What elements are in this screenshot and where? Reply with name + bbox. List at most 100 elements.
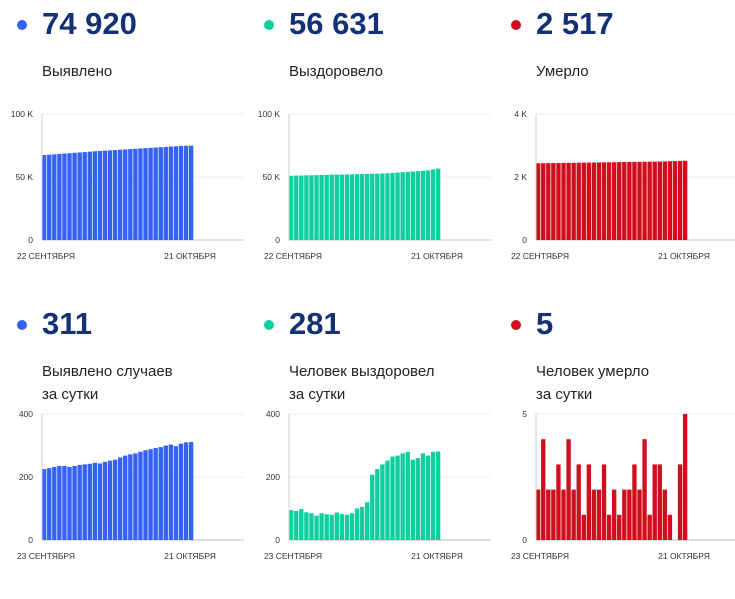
bar bbox=[375, 469, 380, 540]
legend-dot bbox=[511, 20, 521, 30]
stat-panel: 74 920 Выявлено 0 50 K 100 K 22 СЕНТЯБРЯ 21 ОК… bbox=[0, 0, 245, 299]
legend-dot bbox=[264, 320, 274, 330]
bar bbox=[652, 464, 657, 540]
bar bbox=[77, 152, 82, 240]
bar bbox=[637, 161, 642, 240]
y-tick-label: 100 K bbox=[258, 109, 281, 119]
bar bbox=[72, 465, 77, 540]
bar bbox=[82, 152, 87, 240]
stat-panel: 56 631 Выздоровело 0 50 K 100 K 22 СЕНТЯБРЯ 21… bbox=[247, 0, 492, 299]
bar bbox=[97, 150, 103, 240]
stat-panel: 2 517 Умерло 0 2 K 4 K 22 СЕНТЯБРЯ 21 ОКТЯБРЯ bbox=[494, 0, 735, 299]
bar bbox=[571, 489, 576, 540]
bar bbox=[581, 514, 586, 540]
stat-label: Выявлено bbox=[42, 63, 113, 80]
bar bbox=[294, 511, 299, 540]
y-tick-label: 4 K bbox=[514, 109, 527, 119]
bar bbox=[591, 162, 597, 240]
bar bbox=[415, 458, 421, 540]
stat-label-line2: за сутки bbox=[42, 386, 99, 403]
bar bbox=[57, 465, 62, 540]
bar bbox=[309, 175, 314, 240]
bar bbox=[102, 461, 108, 540]
bar bbox=[72, 152, 77, 240]
bar bbox=[294, 175, 299, 240]
bar bbox=[556, 162, 561, 240]
x-tick-label-first: 23 СЕНТЯБРЯ bbox=[17, 551, 75, 561]
stat-label-line2: за сутки bbox=[289, 386, 346, 403]
y-tick-label: 100 K bbox=[11, 109, 34, 119]
x-tick-label-last: 21 ОКТЯБРЯ bbox=[164, 551, 216, 561]
bar bbox=[314, 175, 319, 240]
stat-value: 5 bbox=[536, 306, 554, 341]
stat-label: Человек выздоровел bbox=[289, 363, 435, 380]
x-tick-label-last: 21 ОКТЯБРЯ bbox=[658, 251, 710, 261]
bar bbox=[319, 513, 324, 540]
bar bbox=[566, 439, 571, 540]
bar bbox=[168, 146, 174, 240]
stat-label: Выявлено случаев bbox=[42, 363, 173, 380]
bar bbox=[87, 151, 92, 240]
bar bbox=[178, 146, 184, 240]
bar bbox=[642, 439, 647, 540]
bar bbox=[153, 448, 158, 540]
bar bbox=[395, 172, 400, 240]
bar bbox=[546, 489, 551, 540]
bar bbox=[365, 502, 370, 540]
bar bbox=[637, 489, 642, 540]
x-tick-label-first: 22 СЕНТЯБРЯ bbox=[264, 251, 322, 261]
bar bbox=[92, 462, 98, 540]
bar bbox=[586, 464, 592, 540]
bar bbox=[662, 161, 668, 240]
bar bbox=[627, 489, 632, 540]
bar bbox=[657, 464, 662, 540]
y-tick-label: 0 bbox=[522, 235, 527, 245]
bar bbox=[632, 464, 637, 540]
bar bbox=[87, 463, 92, 540]
x-tick-label-last: 21 ОКТЯБРЯ bbox=[411, 251, 463, 261]
bar bbox=[380, 464, 385, 540]
x-tick-label-first: 23 СЕНТЯБРЯ bbox=[511, 551, 569, 561]
bar bbox=[662, 489, 668, 540]
y-tick-label: 0 bbox=[275, 235, 280, 245]
bar bbox=[133, 148, 138, 240]
y-tick-label: 0 bbox=[275, 535, 280, 545]
bar bbox=[430, 451, 436, 540]
bar bbox=[304, 175, 309, 240]
y-tick-label: 50 K bbox=[263, 172, 281, 182]
bar bbox=[92, 151, 98, 240]
bar bbox=[97, 463, 103, 540]
bar bbox=[435, 451, 441, 540]
bar bbox=[682, 414, 688, 540]
bar bbox=[566, 162, 571, 240]
bar-chart: 0 5 23 СЕНТЯБРЯ 21 ОКТЯБРЯ bbox=[511, 409, 735, 561]
bar bbox=[667, 514, 673, 540]
x-tick-label-last: 21 ОКТЯБРЯ bbox=[411, 551, 463, 561]
bar bbox=[606, 162, 612, 240]
bar bbox=[591, 489, 597, 540]
bar bbox=[334, 512, 339, 540]
y-tick-label: 50 K bbox=[16, 172, 34, 182]
bar bbox=[632, 161, 637, 240]
bar bbox=[148, 449, 153, 540]
stat-value: 2 517 bbox=[536, 6, 614, 41]
bar bbox=[657, 161, 662, 240]
bar bbox=[52, 466, 57, 540]
bar bbox=[612, 162, 617, 240]
bar bbox=[309, 513, 314, 540]
bar bbox=[596, 162, 602, 240]
bar bbox=[339, 174, 345, 240]
bar bbox=[128, 454, 133, 540]
bar bbox=[405, 171, 410, 240]
bar bbox=[133, 453, 138, 540]
bar bbox=[107, 460, 113, 540]
x-tick-label-first: 22 СЕНТЯБРЯ bbox=[511, 251, 569, 261]
y-tick-label: 400 bbox=[266, 409, 280, 419]
bar bbox=[334, 174, 339, 240]
bar bbox=[148, 147, 153, 240]
bar bbox=[551, 163, 556, 240]
stat-label-line2: за сутки bbox=[536, 386, 593, 403]
bar bbox=[435, 168, 441, 240]
stat-value: 311 bbox=[42, 306, 93, 341]
bar-chart: 0 200 400 23 СЕНТЯБРЯ 21 ОКТЯБРЯ bbox=[264, 409, 491, 561]
